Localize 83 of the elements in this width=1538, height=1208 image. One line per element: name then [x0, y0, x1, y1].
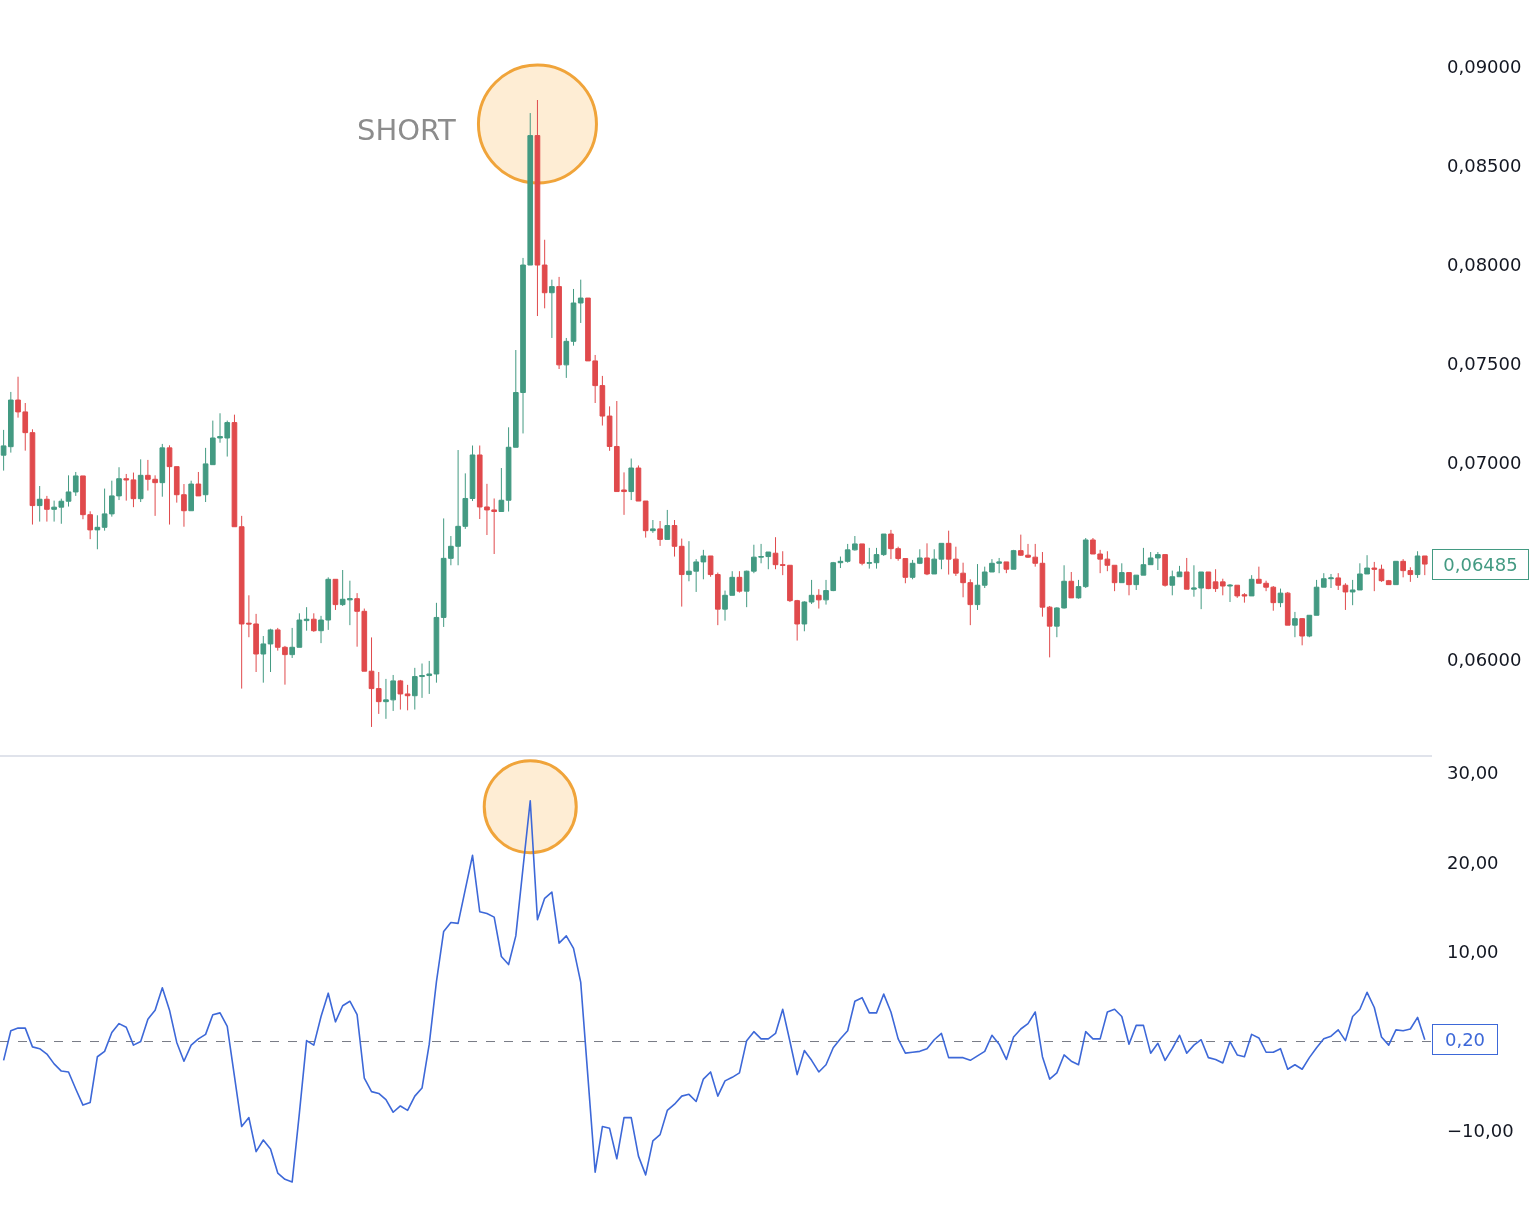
y-tick-label: −10,00	[1447, 1120, 1514, 1142]
candlestick	[1183, 557, 1190, 590]
candlestick	[642, 500, 649, 539]
y-tick-label: 0,09000	[1447, 56, 1522, 78]
candlestick	[556, 276, 562, 370]
candlestick	[1371, 561, 1378, 592]
candlestick	[549, 279, 555, 339]
candlestick	[772, 536, 779, 570]
candlestick	[880, 533, 887, 557]
y-tick-label: 30,00	[1447, 762, 1499, 784]
candlestick	[397, 679, 404, 711]
candlestick	[815, 588, 822, 610]
candlestick	[1046, 605, 1053, 658]
candlestick	[1414, 550, 1421, 579]
candlestick	[1277, 588, 1284, 608]
candlestick	[678, 538, 685, 608]
candlestick	[1385, 579, 1392, 586]
candlestick	[498, 467, 505, 513]
candlestick	[866, 547, 873, 570]
y-tick-label: 0,06000	[1447, 649, 1522, 671]
candlestick	[664, 509, 671, 540]
y-tick-label: 0,08500	[1447, 155, 1522, 177]
candlestick	[570, 288, 577, 347]
candlestick	[1292, 611, 1298, 638]
candlestick	[1111, 564, 1118, 592]
candlestick	[924, 542, 930, 576]
candlestick	[44, 495, 50, 523]
data-label: 0,20	[1444, 1029, 1486, 1050]
candlestick	[404, 684, 411, 711]
candlestick	[1284, 591, 1291, 626]
candlestick	[801, 600, 808, 632]
candlestick	[1169, 570, 1176, 596]
candlestick	[469, 445, 476, 502]
candlestick	[36, 485, 43, 523]
candlestick	[1306, 614, 1313, 638]
candlestick	[1162, 554, 1168, 588]
candlestick	[650, 519, 656, 534]
y-tick-label: 0,07000	[1447, 451, 1522, 473]
candlestick	[563, 337, 570, 379]
candlestick	[1003, 561, 1010, 574]
candlestick	[1227, 583, 1233, 603]
candlestick	[188, 480, 194, 512]
annotation: SHORT	[357, 113, 457, 147]
candlestick	[1082, 537, 1089, 589]
y-tick-label: 20,00	[1447, 851, 1499, 873]
candlestick	[873, 547, 880, 570]
candlestick	[808, 579, 815, 605]
candlestick	[657, 520, 663, 547]
text: 0,06485	[1443, 554, 1518, 575]
candlestick	[541, 239, 548, 309]
candlestick	[1205, 571, 1212, 590]
candlestick	[1075, 579, 1082, 600]
candlestick	[859, 543, 865, 566]
y-tick-label: 0,07500	[1447, 352, 1522, 374]
candlestick	[303, 606, 310, 632]
candlestick	[195, 471, 202, 497]
candlestick	[94, 514, 101, 550]
candlestick	[1126, 572, 1132, 596]
candlestick	[310, 612, 317, 633]
candlestick	[260, 635, 267, 684]
candlestick	[267, 628, 274, 673]
candlestick	[534, 99, 541, 317]
candlestick	[1393, 560, 1399, 586]
candlestick	[1068, 571, 1075, 599]
candlestick	[332, 578, 339, 611]
candlestick	[671, 519, 678, 558]
candlestick	[635, 464, 642, 502]
candlestick	[1010, 549, 1017, 570]
candlestick	[736, 570, 743, 594]
candlestick	[231, 414, 238, 528]
y-tick-label: 0,08000	[1447, 253, 1522, 275]
candlestick	[628, 458, 635, 501]
candlestick	[159, 443, 166, 498]
y-tick-label: 10,00	[1447, 941, 1499, 963]
candlestick	[1118, 562, 1125, 584]
candlestick	[1176, 565, 1183, 578]
candlestick	[974, 563, 981, 611]
candlestick	[1421, 555, 1428, 576]
candlestick	[577, 279, 584, 324]
candlestick	[1299, 617, 1305, 646]
candlestick	[1248, 574, 1255, 597]
line-series	[2, 799, 1426, 1183]
candlestick	[137, 458, 144, 503]
